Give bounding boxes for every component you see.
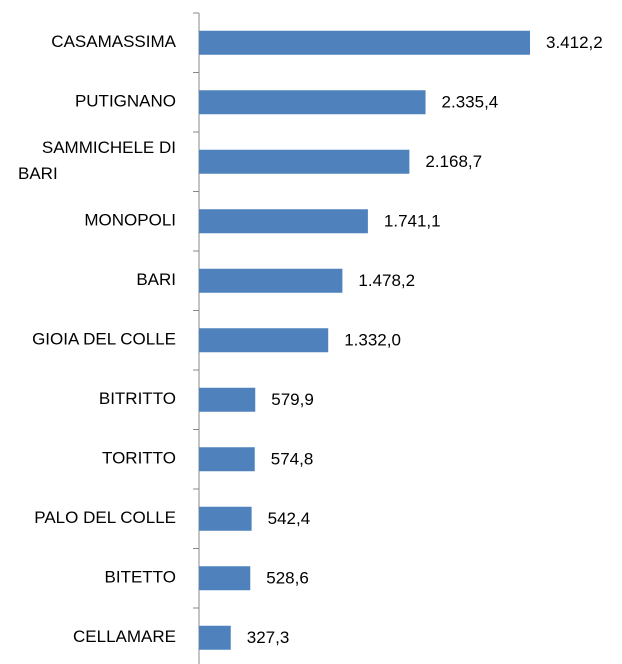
y-tick-label: MONOPOLI	[84, 211, 176, 230]
y-tick-label: BITRITTO	[99, 389, 176, 408]
label-line: SAMMICHELE DI	[42, 138, 176, 157]
data-label: 579,9	[271, 390, 314, 409]
bar	[199, 387, 256, 412]
bar	[199, 30, 530, 55]
label-line: BARI	[18, 164, 58, 183]
bar	[199, 90, 426, 115]
y-tick-label: SAMMICHELE DI BARI	[18, 138, 176, 183]
y-tick-label: GIOIA DEL COLLE	[32, 330, 176, 349]
y-tick-label: PALO DEL COLLE	[34, 508, 176, 527]
y-tick-label: PUTIGNANO	[75, 92, 176, 111]
y-tick-label: BARI	[136, 270, 176, 289]
bar	[199, 149, 410, 174]
data-label: 1.332,0	[344, 331, 401, 350]
data-label: 542,4	[268, 509, 311, 528]
bar	[199, 268, 343, 293]
bar	[199, 447, 255, 472]
y-tick-label: CELLAMARE	[73, 627, 176, 646]
y-tick-label: CASAMASSIMA	[51, 32, 176, 51]
bar	[199, 506, 252, 531]
data-label: 327,3	[247, 628, 290, 647]
bar	[199, 209, 368, 234]
bar	[199, 566, 251, 591]
data-label: 528,6	[266, 569, 309, 588]
data-label: 1.741,1	[384, 212, 441, 231]
data-label: 2.168,7	[425, 152, 482, 171]
data-label: 3.412,2	[546, 33, 603, 52]
bar	[199, 625, 231, 650]
y-tick-label: TORITTO	[102, 449, 176, 468]
data-label: 574,8	[271, 450, 314, 469]
data-label: 2.335,4	[442, 93, 499, 112]
bar	[199, 328, 329, 353]
y-tick-label: BITETTO	[105, 568, 176, 587]
data-label: 1.478,2	[358, 271, 415, 290]
